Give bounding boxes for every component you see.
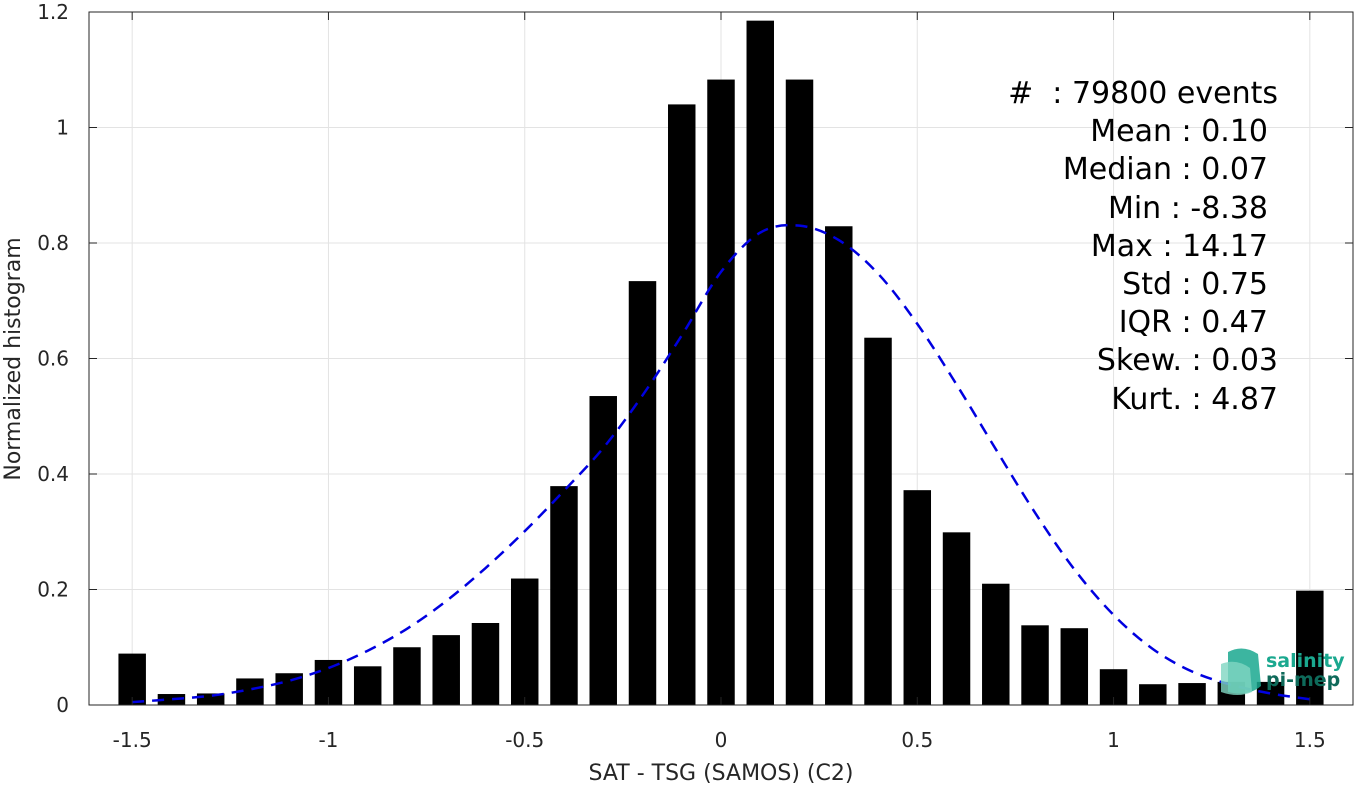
- histogram-bar: [746, 20, 774, 706]
- logo-text-pi-mep: pi-mep: [1266, 669, 1340, 691]
- histogram-bar: [1256, 681, 1285, 705]
- histogram-bar: [864, 337, 892, 705]
- histogram-bar: [1060, 628, 1089, 705]
- stat-mean: Mean : 0.10: [1090, 114, 1268, 149]
- axes: [88, 11, 1354, 706]
- stat-skew: Skew. : 0.03: [1097, 343, 1278, 378]
- y-tick-labels: 0 0.2 0.4 0.6 0.8 1 1.2: [37, 0, 69, 717]
- stats-box: # : 79800 events Mean : 0.10 Median : 0.…: [1008, 76, 1278, 417]
- histogram-bar: [628, 281, 657, 705]
- x-tick-label: 1: [1107, 728, 1120, 752]
- histogram-bar: [393, 647, 421, 705]
- y-tick-label: 0.4: [37, 462, 69, 486]
- histogram-bar: [1178, 683, 1206, 705]
- histogram-bar: [785, 79, 814, 705]
- histogram-bar: [942, 532, 971, 705]
- histogram-bar: [707, 79, 735, 705]
- y-tick-label: 1.2: [37, 0, 69, 24]
- histogram-bar: [1021, 625, 1049, 705]
- histogram-bar: [1139, 684, 1167, 705]
- stat-events: # : 79800 events: [1008, 76, 1278, 111]
- x-tick-labels: -1.5 -1 -0.5 0 0.5 1 1.5: [113, 728, 1326, 752]
- stat-max: Max : 14.17: [1091, 229, 1268, 264]
- stat-min: Min : -8.38: [1108, 191, 1268, 226]
- x-tick-label: -1: [318, 728, 338, 752]
- histogram-bar: [550, 486, 578, 705]
- histogram-bar: [1296, 590, 1324, 705]
- stat-kurt: Kurt. : 4.87: [1111, 382, 1278, 417]
- y-tick-label: 0.6: [37, 347, 69, 371]
- histogram-bar: [903, 490, 932, 705]
- histogram-bar: [982, 583, 1010, 705]
- histogram-bar: [825, 226, 853, 705]
- histogram-bar: [196, 693, 225, 705]
- histogram-bar: [510, 578, 539, 705]
- stat-std: Std : 0.75: [1122, 267, 1268, 302]
- x-tick-label: -1.5: [113, 728, 152, 752]
- salinity-pi-mep-logo: salinity pi-mep: [1221, 648, 1345, 695]
- y-tick-label: 0.2: [37, 578, 69, 602]
- x-axis-label: SAT - TSG (SAMOS) (C2): [589, 761, 854, 785]
- logo-wave-shade: [1221, 661, 1252, 695]
- normal-fit-curve: [132, 223, 1311, 704]
- y-axis-label: Normalized histogram: [1, 237, 26, 480]
- histogram-bar: [118, 653, 146, 705]
- logo-text-salinity: salinity: [1266, 650, 1345, 672]
- x-tick-label: -0.5: [505, 728, 544, 752]
- histogram-bar: [589, 396, 617, 705]
- histogram-bar: [157, 694, 186, 705]
- histogram-bar: [471, 622, 500, 705]
- stat-iqr: IQR : 0.47: [1119, 305, 1268, 340]
- x-tick-label: 0.5: [901, 728, 933, 752]
- stat-median: Median : 0.07: [1063, 152, 1268, 187]
- histogram-bar: [432, 635, 460, 705]
- histogram-bar: [353, 666, 382, 705]
- y-tick-label: 1: [56, 116, 69, 140]
- x-tick-label: 0: [715, 728, 728, 752]
- y-tick-label: 0.8: [37, 231, 69, 255]
- y-tick-label: 0: [56, 693, 69, 717]
- x-tick-label: 1.5: [1294, 728, 1326, 752]
- bars: [118, 20, 1324, 706]
- histogram-bar: [668, 104, 696, 705]
